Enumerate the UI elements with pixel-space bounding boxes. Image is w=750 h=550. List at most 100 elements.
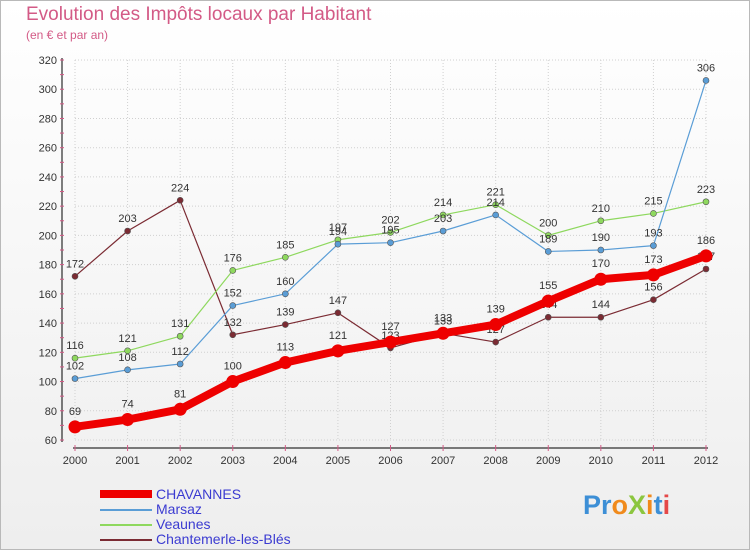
point-chantemerle-les-bl-s-2012 bbox=[702, 265, 710, 273]
point-marsaz-2001 bbox=[124, 366, 131, 374]
point-chavannes-2008 bbox=[489, 318, 503, 332]
point-chavannes-2007 bbox=[436, 326, 450, 340]
data-label-chavannes-2006: 127 bbox=[381, 321, 399, 333]
y-tick-label-300: 300 bbox=[39, 84, 57, 96]
logo-letter: X bbox=[628, 490, 647, 520]
legend-label-chantemerle: Chantemerle-les-Blés bbox=[156, 531, 291, 547]
data-label-marsaz-2008: 214 bbox=[486, 197, 504, 209]
data-label-veaunes-2010: 210 bbox=[592, 203, 610, 215]
point-chavannes-2000 bbox=[68, 420, 82, 434]
legend-label-marsaz: Marsaz bbox=[156, 501, 202, 517]
point-veaunes-2011 bbox=[650, 210, 657, 217]
legend-swatch-chavannes bbox=[100, 490, 152, 498]
point-veaunes-2006 bbox=[387, 229, 394, 236]
proxiti-logo: ProXiti bbox=[583, 490, 670, 521]
point-chavannes-2010 bbox=[594, 272, 608, 286]
data-label-marsaz-2006: 195 bbox=[381, 225, 399, 237]
data-label-chavannes-2009: 155 bbox=[539, 280, 557, 292]
point-marsaz-2010 bbox=[597, 246, 605, 254]
data-label-marsaz-2004: 160 bbox=[276, 276, 294, 288]
data-label-chavannes-2002: 81 bbox=[174, 388, 186, 400]
data-label-chavannes-2003: 100 bbox=[224, 361, 242, 373]
y-tick-label-120: 120 bbox=[39, 347, 57, 359]
x-tick-label-2005: 2005 bbox=[326, 455, 350, 467]
legend-swatch-chantemerle bbox=[100, 539, 152, 541]
point-chavannes-2006 bbox=[384, 335, 397, 349]
data-label-veaunes-2005: 197 bbox=[329, 222, 347, 234]
point-veaunes-2001 bbox=[124, 347, 131, 355]
x-tick-label-2010: 2010 bbox=[589, 455, 613, 467]
point-veaunes-2000 bbox=[71, 354, 79, 362]
x-tick-label-2012: 2012 bbox=[694, 455, 718, 467]
point-marsaz-2011 bbox=[650, 242, 657, 249]
y-tick-label-160: 160 bbox=[39, 289, 57, 301]
data-label-marsaz-2000: 102 bbox=[66, 361, 84, 373]
logo-letter: i bbox=[646, 490, 654, 520]
legend-swatch-veaunes bbox=[100, 524, 152, 526]
logo-letter: i bbox=[662, 490, 671, 520]
point-chavannes-2011 bbox=[646, 268, 660, 282]
y-tick-label-80: 80 bbox=[45, 406, 57, 418]
data-label-chantemerle-les-bl-s-2001: 203 bbox=[118, 213, 136, 225]
legend-label-chavannes: CHAVANNES bbox=[156, 486, 242, 502]
point-veaunes-2008 bbox=[492, 201, 499, 208]
point-chavannes-2005 bbox=[331, 344, 345, 358]
point-marsaz-2003 bbox=[229, 302, 237, 309]
point-marsaz-2012 bbox=[702, 77, 710, 84]
point-marsaz-2009 bbox=[544, 248, 552, 255]
data-label-veaunes-2002: 131 bbox=[171, 318, 189, 330]
y-tick-label-240: 240 bbox=[39, 172, 57, 184]
point-chavannes-2003 bbox=[226, 375, 240, 389]
legend-item-veaunes: Veaunes bbox=[100, 516, 400, 532]
logo-letter: t bbox=[653, 490, 663, 520]
point-chantemerle-les-bl-s-2002 bbox=[176, 197, 184, 204]
data-label-chantemerle-les-bl-s-2011: 156 bbox=[644, 282, 662, 294]
y-tick-label-200: 200 bbox=[39, 230, 57, 242]
x-tick-label-2001: 2001 bbox=[115, 455, 139, 467]
point-marsaz-2002 bbox=[176, 360, 184, 368]
point-chantemerle-les-bl-s-2004 bbox=[282, 321, 289, 328]
data-label-veaunes-2012: 223 bbox=[697, 184, 715, 196]
data-label-marsaz-2002: 112 bbox=[171, 346, 189, 358]
chart-subtitle: (en € et par an) bbox=[26, 28, 109, 42]
point-chantemerle-les-bl-s-2005 bbox=[334, 309, 342, 317]
point-chavannes-2012 bbox=[699, 249, 713, 263]
data-label-veaunes-2000: 116 bbox=[66, 340, 84, 352]
point-marsaz-2005 bbox=[334, 240, 342, 248]
x-tick-label-2002: 2002 bbox=[168, 455, 192, 467]
data-label-chantemerle-les-bl-s-2000: 172 bbox=[66, 258, 84, 270]
data-label-chantemerle-les-bl-s-2002: 224 bbox=[171, 182, 189, 194]
data-label-marsaz-2012: 306 bbox=[697, 62, 715, 74]
point-marsaz-2004 bbox=[282, 290, 289, 298]
point-chantemerle-les-bl-s-2011 bbox=[650, 296, 657, 303]
data-label-chantemerle-les-bl-s-2004: 139 bbox=[276, 307, 294, 319]
point-marsaz-2007 bbox=[439, 227, 447, 235]
data-label-marsaz-2010: 190 bbox=[592, 232, 610, 244]
logo-letter: P bbox=[583, 490, 602, 520]
x-tick-label-2008: 2008 bbox=[483, 455, 507, 467]
point-chantemerle-les-bl-s-2000 bbox=[71, 273, 79, 280]
x-tick-label-2004: 2004 bbox=[273, 455, 297, 467]
y-tick-label-180: 180 bbox=[39, 260, 57, 272]
point-veaunes-2004 bbox=[282, 254, 289, 261]
data-label-chavannes-2011: 173 bbox=[644, 254, 662, 266]
data-label-chavannes-2000: 69 bbox=[69, 406, 81, 418]
y-tick-label-280: 280 bbox=[39, 113, 57, 125]
point-chavannes-2009 bbox=[541, 294, 555, 308]
x-tick-label-2011: 2011 bbox=[642, 455, 666, 467]
data-label-veaunes-2006: 202 bbox=[381, 214, 399, 226]
point-chantemerle-les-bl-s-2009 bbox=[544, 313, 552, 321]
data-label-marsaz-2001: 108 bbox=[118, 352, 136, 364]
data-label-chavannes-2005: 121 bbox=[329, 330, 347, 342]
y-tick-label-260: 260 bbox=[39, 143, 57, 155]
legend-item-chavannes: CHAVANNES bbox=[100, 486, 400, 502]
data-label-chantemerle-les-bl-s-2007: 133 bbox=[434, 315, 452, 327]
data-label-chantemerle-les-bl-s-2003: 132 bbox=[224, 317, 242, 329]
y-tick-label-320: 320 bbox=[39, 55, 57, 67]
point-chantemerle-les-bl-s-2003 bbox=[229, 331, 237, 339]
logo-letter: o bbox=[611, 490, 629, 520]
point-chantemerle-les-bl-s-2010 bbox=[597, 313, 605, 321]
x-tick-label-2000: 2000 bbox=[63, 455, 87, 467]
point-marsaz-2006 bbox=[387, 239, 394, 246]
point-chantemerle-les-bl-s-2008 bbox=[492, 338, 499, 346]
